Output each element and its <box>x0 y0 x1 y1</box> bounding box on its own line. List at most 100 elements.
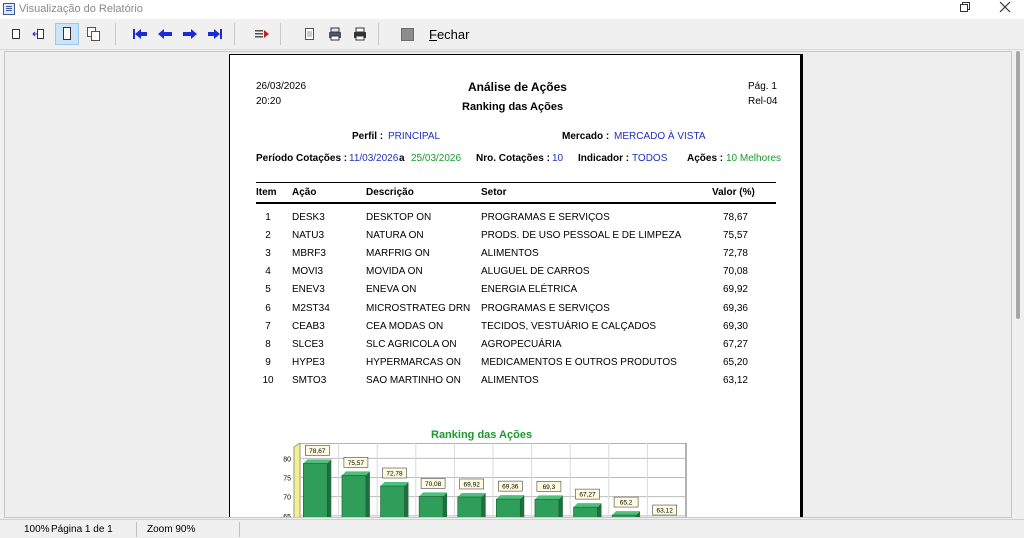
bar <box>611 514 637 517</box>
print-button[interactable] <box>348 23 372 45</box>
arrow-left-icon <box>158 29 172 39</box>
bar-side <box>520 495 525 517</box>
cell-setor: AGROPECUÁRIA <box>481 338 562 350</box>
whole-page-button[interactable] <box>55 23 79 45</box>
report-subtitle: Ranking das Ações <box>462 101 564 113</box>
cell-item: 8 <box>265 338 271 350</box>
cell-descricao: MICROSTRATEG DRN <box>366 302 471 314</box>
cell-acao: SLCE3 <box>292 338 324 350</box>
bar-top <box>380 482 409 487</box>
data-label: 69,3 <box>543 484 556 491</box>
cell-item: 2 <box>265 230 271 242</box>
data-label-box <box>613 496 639 508</box>
cell-item: 1 <box>265 212 271 223</box>
title-bar: Visualização do Relatório <box>0 0 1024 19</box>
last-page-button[interactable] <box>203 23 227 45</box>
two-pages-icon <box>87 27 100 41</box>
close-label-rest: echar <box>436 27 470 42</box>
bar-top <box>612 511 641 516</box>
close-mnemonic: F <box>429 27 437 42</box>
cell-acao: SMTO3 <box>292 374 327 386</box>
cell-setor: ALIMENTOS <box>481 374 539 386</box>
cell-descricao: NATURA ON <box>366 230 424 242</box>
first-page-icon <box>133 29 147 39</box>
report-page: 26/03/2026 20:20 Análise de Ações Rankin… <box>229 54 803 517</box>
whole-page-icon <box>63 27 71 40</box>
bar-top <box>419 492 448 497</box>
indicador-label: Indicador : <box>578 153 630 164</box>
bar <box>573 506 598 517</box>
toolbar-separator <box>378 23 379 45</box>
next-page-button[interactable] <box>178 23 202 45</box>
toolbar-separator <box>280 23 281 45</box>
cell-acao: HYPE3 <box>292 356 325 368</box>
data-label: 72,78 <box>386 471 403 478</box>
cell-acao: CEAB3 <box>292 320 325 332</box>
cell-item: 6 <box>265 302 271 314</box>
close-report-button[interactable]: Fechar <box>429 27 469 42</box>
data-label: 69,36 <box>502 484 519 491</box>
restore-icon <box>960 2 970 12</box>
vertical-scrollbar[interactable] <box>1013 51 1024 518</box>
bar-top <box>496 495 525 500</box>
data-label: 67,27 <box>579 492 596 499</box>
cell-acao: ENEV3 <box>292 284 325 296</box>
periodo-from: 11/03/2026 <box>349 153 399 164</box>
cell-setor: ALUGUEL DE CARROS <box>481 266 590 278</box>
cell-setor: MEDICAMENTOS E OUTROS PRODUTOS <box>481 356 677 368</box>
data-label-box <box>382 467 407 479</box>
y-tick-label: 75 <box>283 476 291 483</box>
table-header-rule <box>256 202 776 204</box>
bar-side <box>365 471 370 517</box>
perfil-label: Perfil : <box>352 131 384 142</box>
printer-icon <box>354 27 366 41</box>
cell-acao: DESK3 <box>292 212 325 223</box>
data-label-box <box>536 481 562 492</box>
first-page-button[interactable] <box>128 23 152 45</box>
close-window-button[interactable] <box>985 0 1024 19</box>
page-icon <box>12 29 20 39</box>
toolbar: Fechar <box>0 19 1024 50</box>
arrow-right-icon <box>183 29 197 39</box>
bar <box>496 498 521 517</box>
bar-side <box>327 459 332 517</box>
restore-button[interactable] <box>945 0 985 19</box>
bar-top <box>303 459 332 464</box>
data-label: 75,57 <box>348 460 365 467</box>
chart-title: Ranking das Ações <box>431 429 533 441</box>
bar <box>534 499 560 517</box>
mercado-label: Mercado : <box>562 131 610 142</box>
bar-top <box>573 503 602 508</box>
data-label-box <box>304 445 330 456</box>
copy-button[interactable] <box>297 23 321 45</box>
cell-descricao: ENEVA ON <box>366 284 417 296</box>
exit-icon[interactable] <box>401 28 414 41</box>
scrollbar-thumb[interactable] <box>1016 51 1020 319</box>
fit-width-icon <box>32 29 44 39</box>
print-setup-button[interactable] <box>323 23 347 45</box>
toolbar-separator <box>234 23 235 45</box>
chart-side-wall <box>293 443 301 517</box>
fit-width-button[interactable] <box>28 23 52 45</box>
page-number: Pág. 1 <box>748 81 777 92</box>
nro-cotacoes-value: 10 <box>552 153 564 164</box>
cell-descricao: CEA MODAS ON <box>366 320 444 332</box>
previous-page-button[interactable] <box>153 23 177 45</box>
periodo-label: Período Cotações : <box>256 153 348 164</box>
cell-acao: NATU3 <box>292 230 325 242</box>
bar <box>380 485 405 517</box>
periodo-separator: a <box>399 153 405 164</box>
preview-area[interactable]: 26/03/2026 20:20 Análise de Ações Rankin… <box>4 51 1012 518</box>
last-page-icon <box>208 29 222 39</box>
data-label: 65,2 <box>620 500 633 507</box>
two-pages-button[interactable] <box>82 23 106 45</box>
bar-top <box>534 495 563 500</box>
bar-top <box>341 471 370 476</box>
goto-page-button[interactable] <box>250 23 274 45</box>
cell-item: 9 <box>265 356 271 368</box>
zoom-page-width-button[interactable] <box>4 23 28 45</box>
status-divider <box>136 522 137 537</box>
cell-valor: 75,57 <box>722 230 748 242</box>
toolbar-separator <box>115 23 116 45</box>
data-label-box <box>575 488 600 500</box>
